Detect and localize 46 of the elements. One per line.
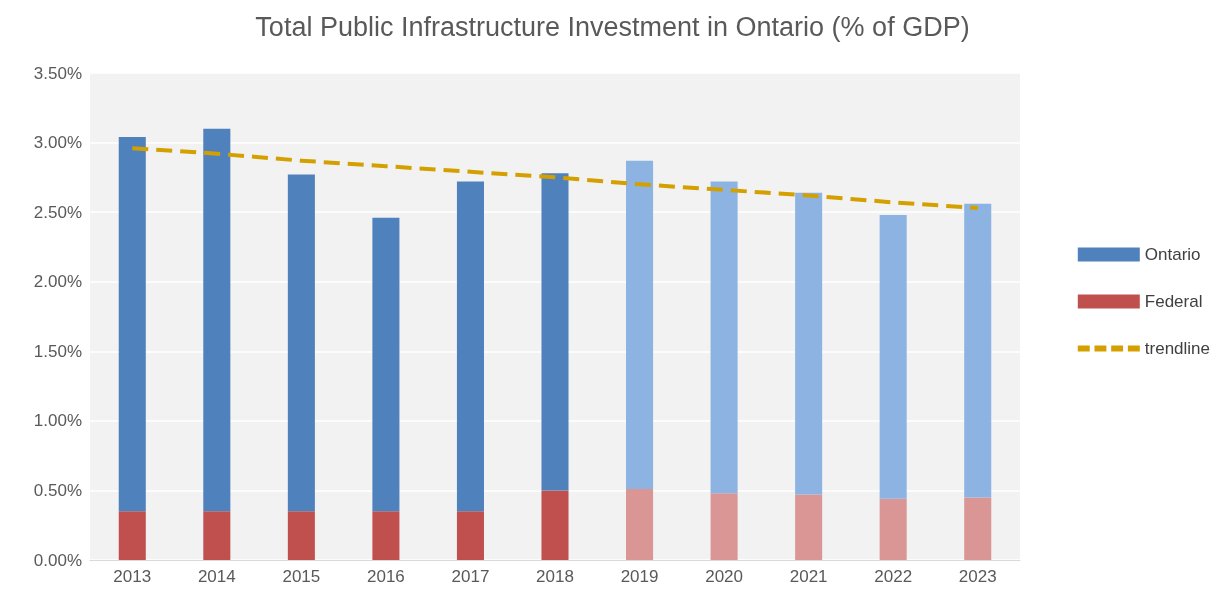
bar — [456, 181, 484, 512]
y-tick-label: 2.50% — [33, 202, 82, 222]
x-tick-label: 2018 — [536, 567, 574, 586]
x-tick-label: 2015 — [282, 567, 321, 586]
x-tick-label: 2022 — [874, 567, 913, 586]
line-series — [130, 146, 980, 210]
legend-label: Federal — [1144, 292, 1203, 311]
x-tick-label: 2013 — [113, 567, 152, 586]
y-tick-label: 3.00% — [33, 133, 82, 153]
bar — [795, 192, 823, 495]
bar — [118, 511, 146, 560]
bar — [626, 160, 654, 490]
bar — [541, 490, 569, 560]
bar — [795, 494, 823, 560]
legend-label: Ontario — [1144, 245, 1201, 264]
bar — [118, 137, 146, 512]
y-tick-label: 1.50% — [33, 341, 82, 361]
bar — [964, 497, 992, 560]
x-tick-label: 2023 — [958, 567, 997, 586]
bar — [372, 511, 400, 560]
chart-title: Total Public Infrastructure Investment in Ontario (% of GDP) — [255, 11, 970, 42]
y-tick-label: 1.00% — [33, 411, 82, 431]
bar — [541, 173, 569, 491]
x-tick-label: 2016 — [367, 567, 405, 586]
bar — [879, 498, 907, 560]
y-tick-label: 3.50% — [33, 63, 82, 83]
x-tick-label: 2019 — [620, 567, 659, 586]
bar — [203, 128, 231, 512]
bar — [287, 174, 315, 512]
bar — [626, 489, 654, 560]
y-tick-label: 0.50% — [33, 480, 82, 500]
bar — [710, 181, 738, 494]
bar — [372, 217, 400, 512]
x-tick-label: 2014 — [197, 567, 236, 586]
x-tick-label: 2020 — [705, 567, 743, 586]
bar — [203, 511, 231, 560]
bar — [456, 511, 484, 560]
bar — [879, 214, 907, 499]
legend-label: trendline — [1144, 339, 1211, 358]
bar — [710, 493, 738, 560]
bar — [287, 511, 315, 560]
bar — [964, 203, 992, 498]
y-tick-label: 0.00% — [33, 550, 82, 570]
y-tick-label: 2.00% — [33, 272, 82, 292]
x-tick-label: 2021 — [789, 567, 828, 586]
x-tick-label: 2017 — [451, 567, 490, 586]
